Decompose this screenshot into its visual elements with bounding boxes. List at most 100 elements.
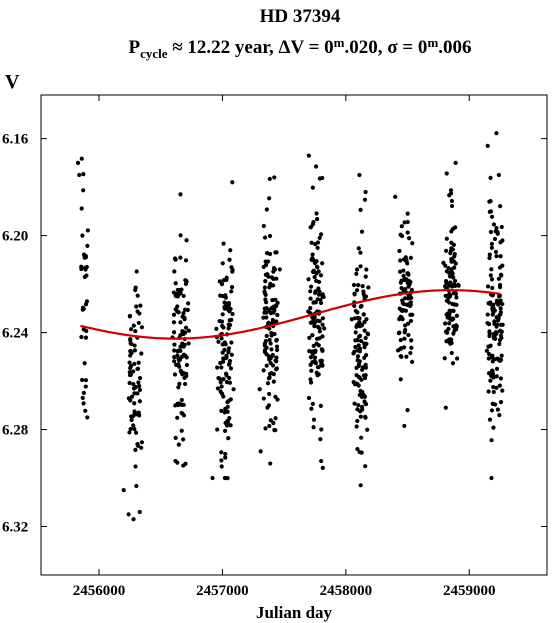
data-point: [308, 289, 313, 294]
data-point: [408, 350, 413, 356]
data-point: [356, 343, 361, 348]
data-point: [454, 356, 460, 361]
data-point: [229, 265, 234, 270]
data-point: [445, 311, 450, 316]
data-point: [222, 340, 227, 345]
data-point: [273, 416, 278, 421]
data-point: [228, 423, 233, 428]
subtitle-p: P: [128, 37, 140, 58]
data-point: [81, 390, 86, 396]
data-point: [311, 417, 317, 422]
data-point: [492, 333, 497, 338]
data-point: [359, 229, 365, 234]
data-point: [307, 349, 312, 354]
data-point: [268, 461, 273, 466]
data-point: [493, 402, 498, 407]
data-point: [316, 279, 322, 285]
data-point: [184, 279, 189, 284]
data-point: [356, 361, 362, 367]
data-point: [172, 359, 177, 364]
data-point: [222, 410, 227, 415]
data-point: [322, 326, 327, 331]
data-point: [402, 423, 407, 429]
data-point: [485, 312, 490, 317]
data-point: [488, 198, 493, 204]
data-point-outlier: [131, 517, 136, 522]
data-point: [219, 336, 224, 341]
data-point: [308, 225, 314, 230]
data-point: [172, 342, 177, 347]
data-point: [402, 288, 407, 293]
data-point: [83, 384, 88, 389]
data-point: [231, 387, 236, 392]
data-point: [220, 350, 225, 355]
data-point: [171, 330, 177, 335]
data-point: [132, 348, 138, 353]
data-point: [315, 365, 321, 370]
data-point: [315, 265, 320, 270]
data-point: [487, 330, 492, 336]
data-point-outlier: [393, 194, 398, 199]
data-point: [127, 360, 132, 365]
data-point: [408, 318, 414, 324]
data-point: [398, 314, 403, 319]
data-point: [229, 340, 234, 345]
data-point: [495, 356, 500, 361]
data-point: [488, 378, 493, 383]
data-point: [497, 282, 503, 288]
data-point: [263, 279, 268, 284]
data-point: [184, 355, 189, 360]
fit-curve-group: [80, 289, 501, 340]
data-point: [173, 281, 178, 286]
data-point: [308, 355, 314, 360]
data-point: [355, 407, 360, 412]
data-point: [215, 365, 220, 370]
data-point: [498, 322, 503, 327]
data-point: [136, 380, 141, 385]
data-point: [135, 443, 141, 448]
data-point: [262, 285, 267, 290]
data-point: [486, 344, 491, 349]
data-point: [127, 380, 132, 386]
data-point: [221, 325, 226, 330]
data-point: [306, 277, 311, 282]
data-point: [133, 385, 138, 390]
data-point: [181, 437, 186, 442]
data-point: [84, 328, 89, 334]
data-point: [365, 427, 370, 432]
data-point: [366, 285, 371, 290]
data-point: [318, 297, 323, 302]
data-point: [315, 324, 321, 329]
data-point: [220, 261, 225, 266]
data-point: [444, 248, 449, 253]
data-point: [182, 375, 187, 381]
data-point: [397, 269, 403, 274]
data-point: [219, 450, 224, 455]
data-point: [274, 276, 279, 281]
data-point: [353, 330, 358, 335]
data-point: [133, 464, 138, 469]
data-point: [215, 386, 220, 391]
data-point: [227, 375, 232, 381]
data-point-outlier: [77, 172, 82, 178]
data-point: [128, 338, 133, 343]
data-point: [359, 377, 364, 382]
data-point: [181, 352, 186, 357]
data-point: [274, 319, 279, 324]
data-point: [496, 276, 501, 281]
data-point: [490, 312, 495, 317]
data-point: [316, 286, 321, 291]
data-point: [274, 359, 279, 364]
data-point: [314, 211, 319, 216]
data-point: [450, 284, 455, 289]
data-point: [447, 274, 453, 279]
data-point-outlier: [496, 172, 501, 178]
data-point: [396, 331, 401, 336]
data-point: [264, 315, 269, 320]
data-point: [261, 368, 266, 373]
data-point: [273, 250, 278, 255]
data-point: [398, 337, 403, 343]
data-point: [489, 277, 495, 282]
data-point: [175, 349, 180, 354]
data-point: [263, 426, 268, 431]
